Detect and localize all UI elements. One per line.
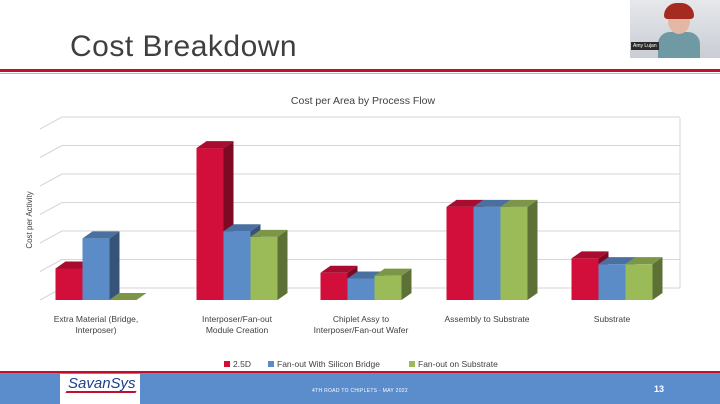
legend-swatch bbox=[268, 361, 274, 367]
category-label-line: Extra Material (Bridge, bbox=[54, 314, 139, 324]
bar-top bbox=[196, 141, 234, 149]
bar bbox=[250, 229, 288, 300]
legend-label: Fan-out on Substrate bbox=[418, 359, 498, 369]
bar-side bbox=[277, 229, 288, 300]
category-label: Assembly to Substrate bbox=[444, 314, 529, 324]
title-divider-thin bbox=[0, 73, 720, 74]
bar bbox=[625, 257, 663, 300]
bar bbox=[500, 199, 538, 300]
gridline-wall bbox=[39, 116, 63, 130]
bar-top bbox=[320, 265, 358, 273]
legend: 2.5D Fan-out With Silicon Bridge Fan-out o… bbox=[224, 359, 498, 369]
bar-front bbox=[500, 206, 528, 300]
category-label: Extra Material (Bridge, Interposer) bbox=[54, 314, 139, 335]
bar-top bbox=[500, 199, 538, 207]
bar-top bbox=[571, 251, 609, 259]
bar-front bbox=[320, 272, 348, 300]
category-label-line: Interposer/Fan-out Wafer bbox=[314, 325, 409, 335]
bar-side bbox=[652, 257, 663, 300]
category-label-line: Substrate bbox=[594, 314, 631, 324]
bar bbox=[109, 293, 147, 300]
gridline-wall bbox=[39, 145, 63, 158]
bar-side bbox=[109, 231, 120, 300]
title-divider bbox=[0, 69, 720, 72]
bar-front bbox=[625, 264, 653, 300]
footer-text: 4TH ROAD TO CHIPLETS - MAY 2022 bbox=[312, 388, 408, 394]
category-label-line: Chiplet Assy to bbox=[333, 314, 389, 324]
category-label: Substrate bbox=[594, 314, 631, 324]
legend-label: Fan-out With Silicon Bridge bbox=[277, 359, 380, 369]
bar bbox=[320, 265, 358, 300]
chart-title: Cost per Area by Process Flow bbox=[291, 95, 436, 107]
legend-label: 2.5D bbox=[233, 359, 251, 369]
category-label-line: Interposer) bbox=[75, 325, 116, 335]
legend-swatch bbox=[224, 361, 230, 367]
bar-front bbox=[82, 238, 110, 300]
participant-name-tag: Amy Lujan bbox=[631, 42, 659, 50]
category-label-line: Assembly to Substrate bbox=[444, 314, 529, 324]
bar-top bbox=[473, 199, 511, 207]
bar-top bbox=[223, 224, 261, 232]
bar-front bbox=[446, 206, 474, 300]
bar-front bbox=[347, 278, 375, 300]
category-label-line: Interposer/Fan-out bbox=[202, 314, 273, 324]
bar-top bbox=[82, 231, 120, 239]
logo-background bbox=[60, 374, 140, 404]
bar-front bbox=[196, 148, 224, 300]
bar-front bbox=[374, 275, 402, 300]
gridline-wall bbox=[39, 259, 63, 272]
page-number: 13 bbox=[654, 384, 665, 394]
bar-front bbox=[473, 206, 501, 300]
bar-front bbox=[571, 258, 599, 300]
category-labels: Extra Material (Bridge, Interposer)Interp… bbox=[54, 314, 631, 335]
participant-body bbox=[658, 32, 700, 58]
footer-accent-line bbox=[0, 371, 720, 373]
bar-side bbox=[401, 268, 412, 300]
gridline-wall bbox=[39, 173, 63, 187]
bar bbox=[374, 268, 412, 300]
bar-side bbox=[527, 199, 538, 300]
bar-front bbox=[55, 268, 83, 300]
category-label: Interposer/Fan-out Module Creation bbox=[202, 314, 273, 335]
category-label-line: Module Creation bbox=[206, 325, 269, 335]
savansys-logo: SavanSys bbox=[68, 375, 136, 392]
bars bbox=[55, 141, 663, 300]
bar-top bbox=[374, 268, 412, 276]
category-label: Chiplet Assy to Interposer/Fan-out Wafer bbox=[314, 314, 409, 335]
bar-top bbox=[598, 257, 636, 265]
y-axis-label: Cost per Activity bbox=[25, 191, 34, 248]
gridline-wall bbox=[39, 230, 63, 244]
legend-swatch bbox=[409, 361, 415, 367]
bar-top bbox=[625, 257, 663, 265]
bar-front bbox=[598, 264, 626, 300]
participant-video-thumbnail: Amy Lujan bbox=[630, 0, 720, 58]
gridline-wall bbox=[39, 202, 63, 215]
bar-top bbox=[109, 293, 147, 300]
bar-top bbox=[250, 229, 288, 237]
bar-front bbox=[250, 236, 278, 300]
participant-hair bbox=[664, 3, 694, 19]
bar bbox=[82, 231, 120, 300]
slide-title: Cost Breakdown bbox=[70, 30, 298, 63]
bar-front bbox=[223, 231, 251, 300]
bar-top bbox=[446, 199, 484, 207]
